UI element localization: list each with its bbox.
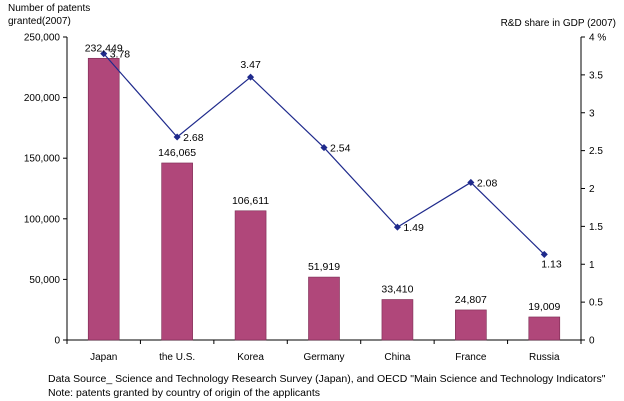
- x-tick-label: Korea: [237, 352, 264, 363]
- line-value-label: 3.47: [240, 59, 261, 71]
- left-tick-label: 200,000: [24, 93, 61, 104]
- right-tick-label: 0: [589, 336, 595, 347]
- bar-value-label: 19,009: [528, 301, 560, 313]
- bar-value-label: 106,611: [232, 195, 269, 207]
- right-tick-label: 0.5: [589, 298, 603, 309]
- left-tick-label: 50,000: [29, 275, 60, 286]
- left-axis-title-line1: Number of patents: [8, 3, 90, 14]
- line-value-label: 1.49: [403, 222, 424, 234]
- left-tick-label: 250,000: [24, 33, 61, 44]
- left-axis-title-line2: granted(2007): [8, 16, 71, 27]
- x-tick-label: the U.S.: [159, 352, 195, 363]
- notes: Data Source_ Science and Technology Rese…: [48, 372, 605, 400]
- x-tick-label: Russia: [529, 352, 560, 363]
- line-point: [393, 223, 401, 231]
- right-tick-label: 4 %: [589, 33, 606, 44]
- line-value-label: 1.13: [541, 258, 562, 270]
- x-tick-label: Japan: [90, 352, 117, 363]
- x-tick-label: France: [455, 352, 487, 363]
- bar: [234, 210, 267, 341]
- line-value-label: 2.68: [183, 132, 204, 144]
- bar-value-label: 33,410: [381, 284, 413, 296]
- footnote: Note: patents granted by country of orig…: [48, 387, 321, 399]
- line-point: [540, 250, 548, 258]
- data-source-note: Data Source_ Science and Technology Rese…: [48, 373, 606, 385]
- left-tick-label: 150,000: [24, 154, 61, 165]
- bar-value-label: 51,919: [308, 261, 340, 273]
- x-tick-label: Germany: [303, 352, 344, 363]
- line-point: [247, 73, 255, 81]
- bar: [308, 276, 340, 341]
- bar: [455, 309, 487, 341]
- line-series: [100, 50, 548, 258]
- x-tick-label: China: [384, 352, 411, 363]
- right-tick-label: 3.5: [589, 70, 603, 81]
- left-tick-label: 0: [54, 336, 60, 347]
- data-labels: 232,449 146,065 106,611 51,919 33,410 24,807 1…: [85, 42, 562, 313]
- left-axis-title: Number of patents granted(2007): [8, 3, 90, 27]
- right-tick-label: 3: [589, 108, 595, 119]
- line-point: [173, 133, 181, 141]
- line-point: [467, 178, 475, 186]
- left-tick-label: 100,000: [24, 214, 61, 225]
- bar-value-label: 232,449: [85, 42, 123, 54]
- line-value-label: 2.08: [477, 177, 498, 189]
- right-axis-title: R&D share in GDP (2007): [501, 18, 616, 29]
- line-point: [320, 144, 328, 152]
- right-tick-label: 2: [589, 184, 595, 195]
- line-value-label: 2.54: [330, 143, 351, 155]
- right-tick-label: 1.5: [589, 222, 603, 233]
- right-tick-label: 1: [589, 260, 595, 271]
- bars: [87, 57, 561, 341]
- right-tick-label: 2.5: [589, 146, 603, 157]
- line-value-label: 3.78: [110, 49, 131, 61]
- bar-value-label: 146,065: [158, 147, 196, 159]
- axes: 0 50,000 100,000 150,000 200,000 250,000 0 0.5 1…: [24, 33, 606, 364]
- bar-value-label: 24,807: [455, 294, 487, 306]
- bar: [528, 316, 561, 341]
- bar: [87, 57, 120, 341]
- bar: [381, 299, 414, 341]
- bar: [161, 162, 193, 341]
